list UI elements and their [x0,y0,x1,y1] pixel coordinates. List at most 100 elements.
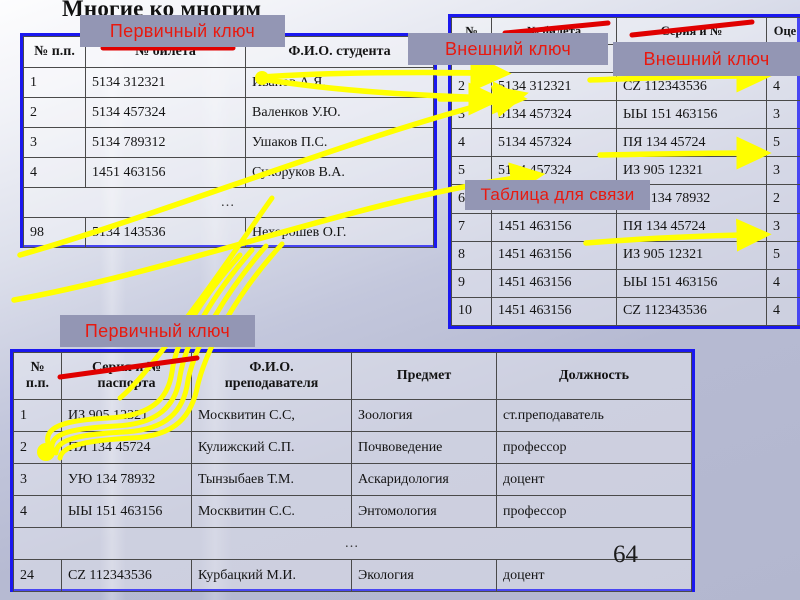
cell: ЫЫ 151 463156 [616,268,767,298]
cell: Москвитин С.С. [191,495,352,528]
cell: Курбацкий М.И. [191,559,352,592]
callout-primary-key-teachers: Первичный ключ [60,315,255,347]
teachers-col-subject: Предмет [351,352,497,400]
ellipsis-cell: … [23,187,434,218]
cell: ЫЫ 151 463156 [61,495,192,528]
cell: Сухоруков В.А. [245,157,434,188]
header-line-2: преподавателя [224,376,319,391]
table-row[interactable]: 2 ПЯ 134 45724 Кулижский С.П. Почвоведен… [13,431,692,464]
cell: Иванов А.Я. [245,67,434,98]
cell: 1 [13,399,62,432]
page-number: 64 [613,541,638,568]
teachers-grid: № п.п. Серия и № паспорта Ф.И.О. препода… [13,352,692,592]
cell: 5134 312321 [491,72,617,102]
cell: УЮ 134 78932 [61,463,192,496]
cell: 9 [451,268,492,298]
cell: 5134 457324 [491,128,617,158]
table-row[interactable]: 8 1451 463156 ИЗ 905 12321 5 [451,240,800,270]
cell: Москвитин С.С, [191,399,352,432]
table-row[interactable]: 2 5134 457324 Валенков У.Ю. [23,97,434,128]
header-line-1: Ф.И.О. [249,359,294,375]
table-row[interactable]: 3 УЮ 134 78932 Тынзыбаев Т.М. Аскаридоло… [13,463,692,496]
header-line-1: Должность [558,367,629,383]
cell: 5 [766,128,800,158]
teachers-col-fio: Ф.И.О. преподавателя [191,352,352,400]
table-row[interactable]: 98 5134 143536 Нехорошев О.Г. [23,217,434,248]
teachers-table: № п.п. Серия и № паспорта Ф.И.О. препода… [10,349,695,592]
ellipsis-cell: … [13,527,692,560]
cell: Экология [351,559,497,592]
cell: CZ 112343536 [616,72,767,102]
cell: 4 [766,72,800,102]
cell: 8 [451,240,492,270]
cell: 1 [23,67,86,98]
callout-foreign-key-series: Внешний ключ [613,42,800,76]
teachers-col-passport: Серия и № паспорта [61,352,192,400]
cell: 4 [451,128,492,158]
cell: ПЯ 134 45724 [616,212,767,242]
cell: 10 [451,296,492,327]
cell: 1451 463156 [491,212,617,242]
cell: 4 [766,296,800,327]
cell: ПЯ 134 45724 [616,128,767,158]
table-row[interactable]: 3 5134 457324 ЫЫ 151 463156 3 [451,100,800,130]
cell: 5 [766,240,800,270]
cell: 3 [451,100,492,130]
link-col-grade: Оце [766,17,800,45]
students-col-index: № п.п. [23,36,86,68]
cell: ИЗ 905 12321 [616,240,767,270]
header-line-2: паспорта [97,376,156,391]
cell: ИЗ 905 12321 [616,156,767,186]
cell: Зоология [351,399,497,432]
table-row[interactable]: 9 1451 463156 ЫЫ 151 463156 4 [451,268,800,298]
table-row[interactable]: 4 1451 463156 Сухоруков В.А. [23,157,434,188]
table-row[interactable]: 2 5134 312321 CZ 112343536 4 [451,72,800,102]
cell: Почвоведение [351,431,497,464]
cell: 2 [13,431,62,464]
teachers-col-index: № п.п. [13,352,62,400]
cell: 2 [23,97,86,128]
callout-link-table: Таблица для связи [465,180,650,210]
table-row[interactable]: 4 5134 457324 ПЯ 134 45724 5 [451,128,800,158]
cell: 3 [766,100,800,130]
table-header-row: № п.п. Серия и № паспорта Ф.И.О. препода… [13,352,692,400]
cell: 5134 789312 [85,127,246,158]
students-grid: № п.п. № билета Ф.И.О. студента 1 5134 3… [23,36,434,248]
header-line-1: Предмет [396,367,452,383]
cell: Тынзыбаев Т.М. [191,463,352,496]
cell: доцент [496,559,692,592]
table-row[interactable]: 10 1451 463156 CZ 112343536 4 [451,296,800,327]
link-col-series: Серия и № [616,17,767,45]
table-row[interactable]: 24 CZ 112343536 Курбацкий М.И. Экология … [13,559,692,592]
cell: ИЗ 905 12321 [61,399,192,432]
cell: 1451 463156 [85,157,246,188]
cell: Ушаков П.С. [245,127,434,158]
cell: 5134 143536 [85,217,246,248]
cell: Валенков У.Ю. [245,97,434,128]
cell: 1451 463156 [491,268,617,298]
cell: 1451 463156 [491,240,617,270]
table-row[interactable]: 3 5134 789312 Ушаков П.С. [23,127,434,158]
cell: 3 [13,463,62,496]
cell: 3 [766,212,800,242]
cell: 5134 312321 [85,67,246,98]
cell: 5134 457324 [491,100,617,130]
cell: 3 [23,127,86,158]
cell: 4 [23,157,86,188]
cell: 2 [451,72,492,102]
cell: ПЯ 134 45724 [61,431,192,464]
callout-primary-key-students: Первичный ключ [80,15,285,47]
cell: 4 [766,268,800,298]
cell: Аскаридология [351,463,497,496]
cell: ЫЫ 151 463156 [616,100,767,130]
table-row[interactable]: 1 ИЗ 905 12321 Москвитин С.С, Зоология с… [13,399,692,432]
table-row[interactable]: 1 5134 312321 Иванов А.Я. [23,67,434,98]
table-row[interactable]: 7 1451 463156 ПЯ 134 45724 3 [451,212,800,242]
table-row[interactable]: 4 ЫЫ 151 463156 Москвитин С.С. Энтомолог… [13,495,692,528]
cell: 24 [13,559,62,592]
cell: 98 [23,217,86,248]
cell: Нехорошев О.Г. [245,217,434,248]
header-line-2: п.п. [25,376,50,391]
cell: 7 [451,212,492,242]
